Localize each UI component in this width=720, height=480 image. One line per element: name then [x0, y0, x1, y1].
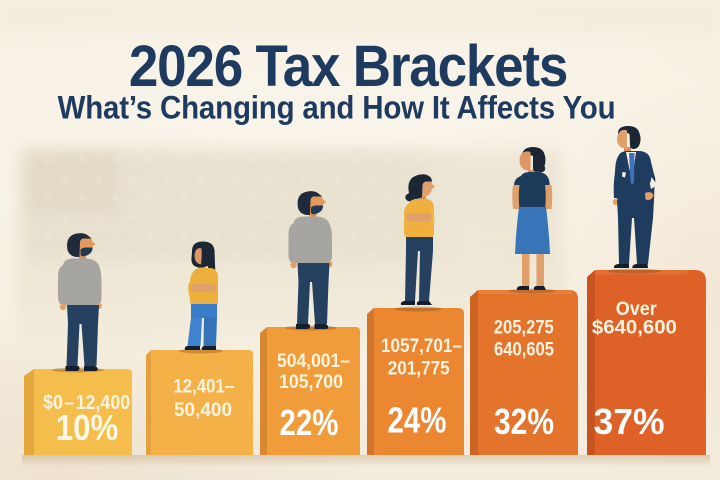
svg-text:$640,600: $640,600: [592, 318, 677, 339]
svg-text:50,400: 50,400: [174, 400, 232, 421]
svg-text:22%: 22%: [280, 402, 339, 443]
svg-text:Over: Over: [616, 299, 658, 320]
svg-text:37%: 37%: [594, 401, 665, 442]
svg-text:640,605: 640,605: [494, 340, 554, 361]
svg-text:12,401–: 12,401–: [173, 377, 234, 398]
svg-text:504,001–: 504,001–: [277, 351, 350, 372]
svg-text:201,775: 201,775: [388, 359, 450, 380]
svg-text:1057,701–: 1057,701–: [381, 336, 462, 357]
svg-text:32%: 32%: [494, 401, 554, 442]
svg-text:$0 – 12,400: $0 – 12,400: [43, 391, 130, 414]
svg-text:24%: 24%: [388, 400, 447, 441]
svg-text:205,275: 205,275: [494, 318, 554, 339]
svg-text:10%: 10%: [56, 407, 119, 448]
svg-text:105,700: 105,700: [279, 372, 343, 393]
